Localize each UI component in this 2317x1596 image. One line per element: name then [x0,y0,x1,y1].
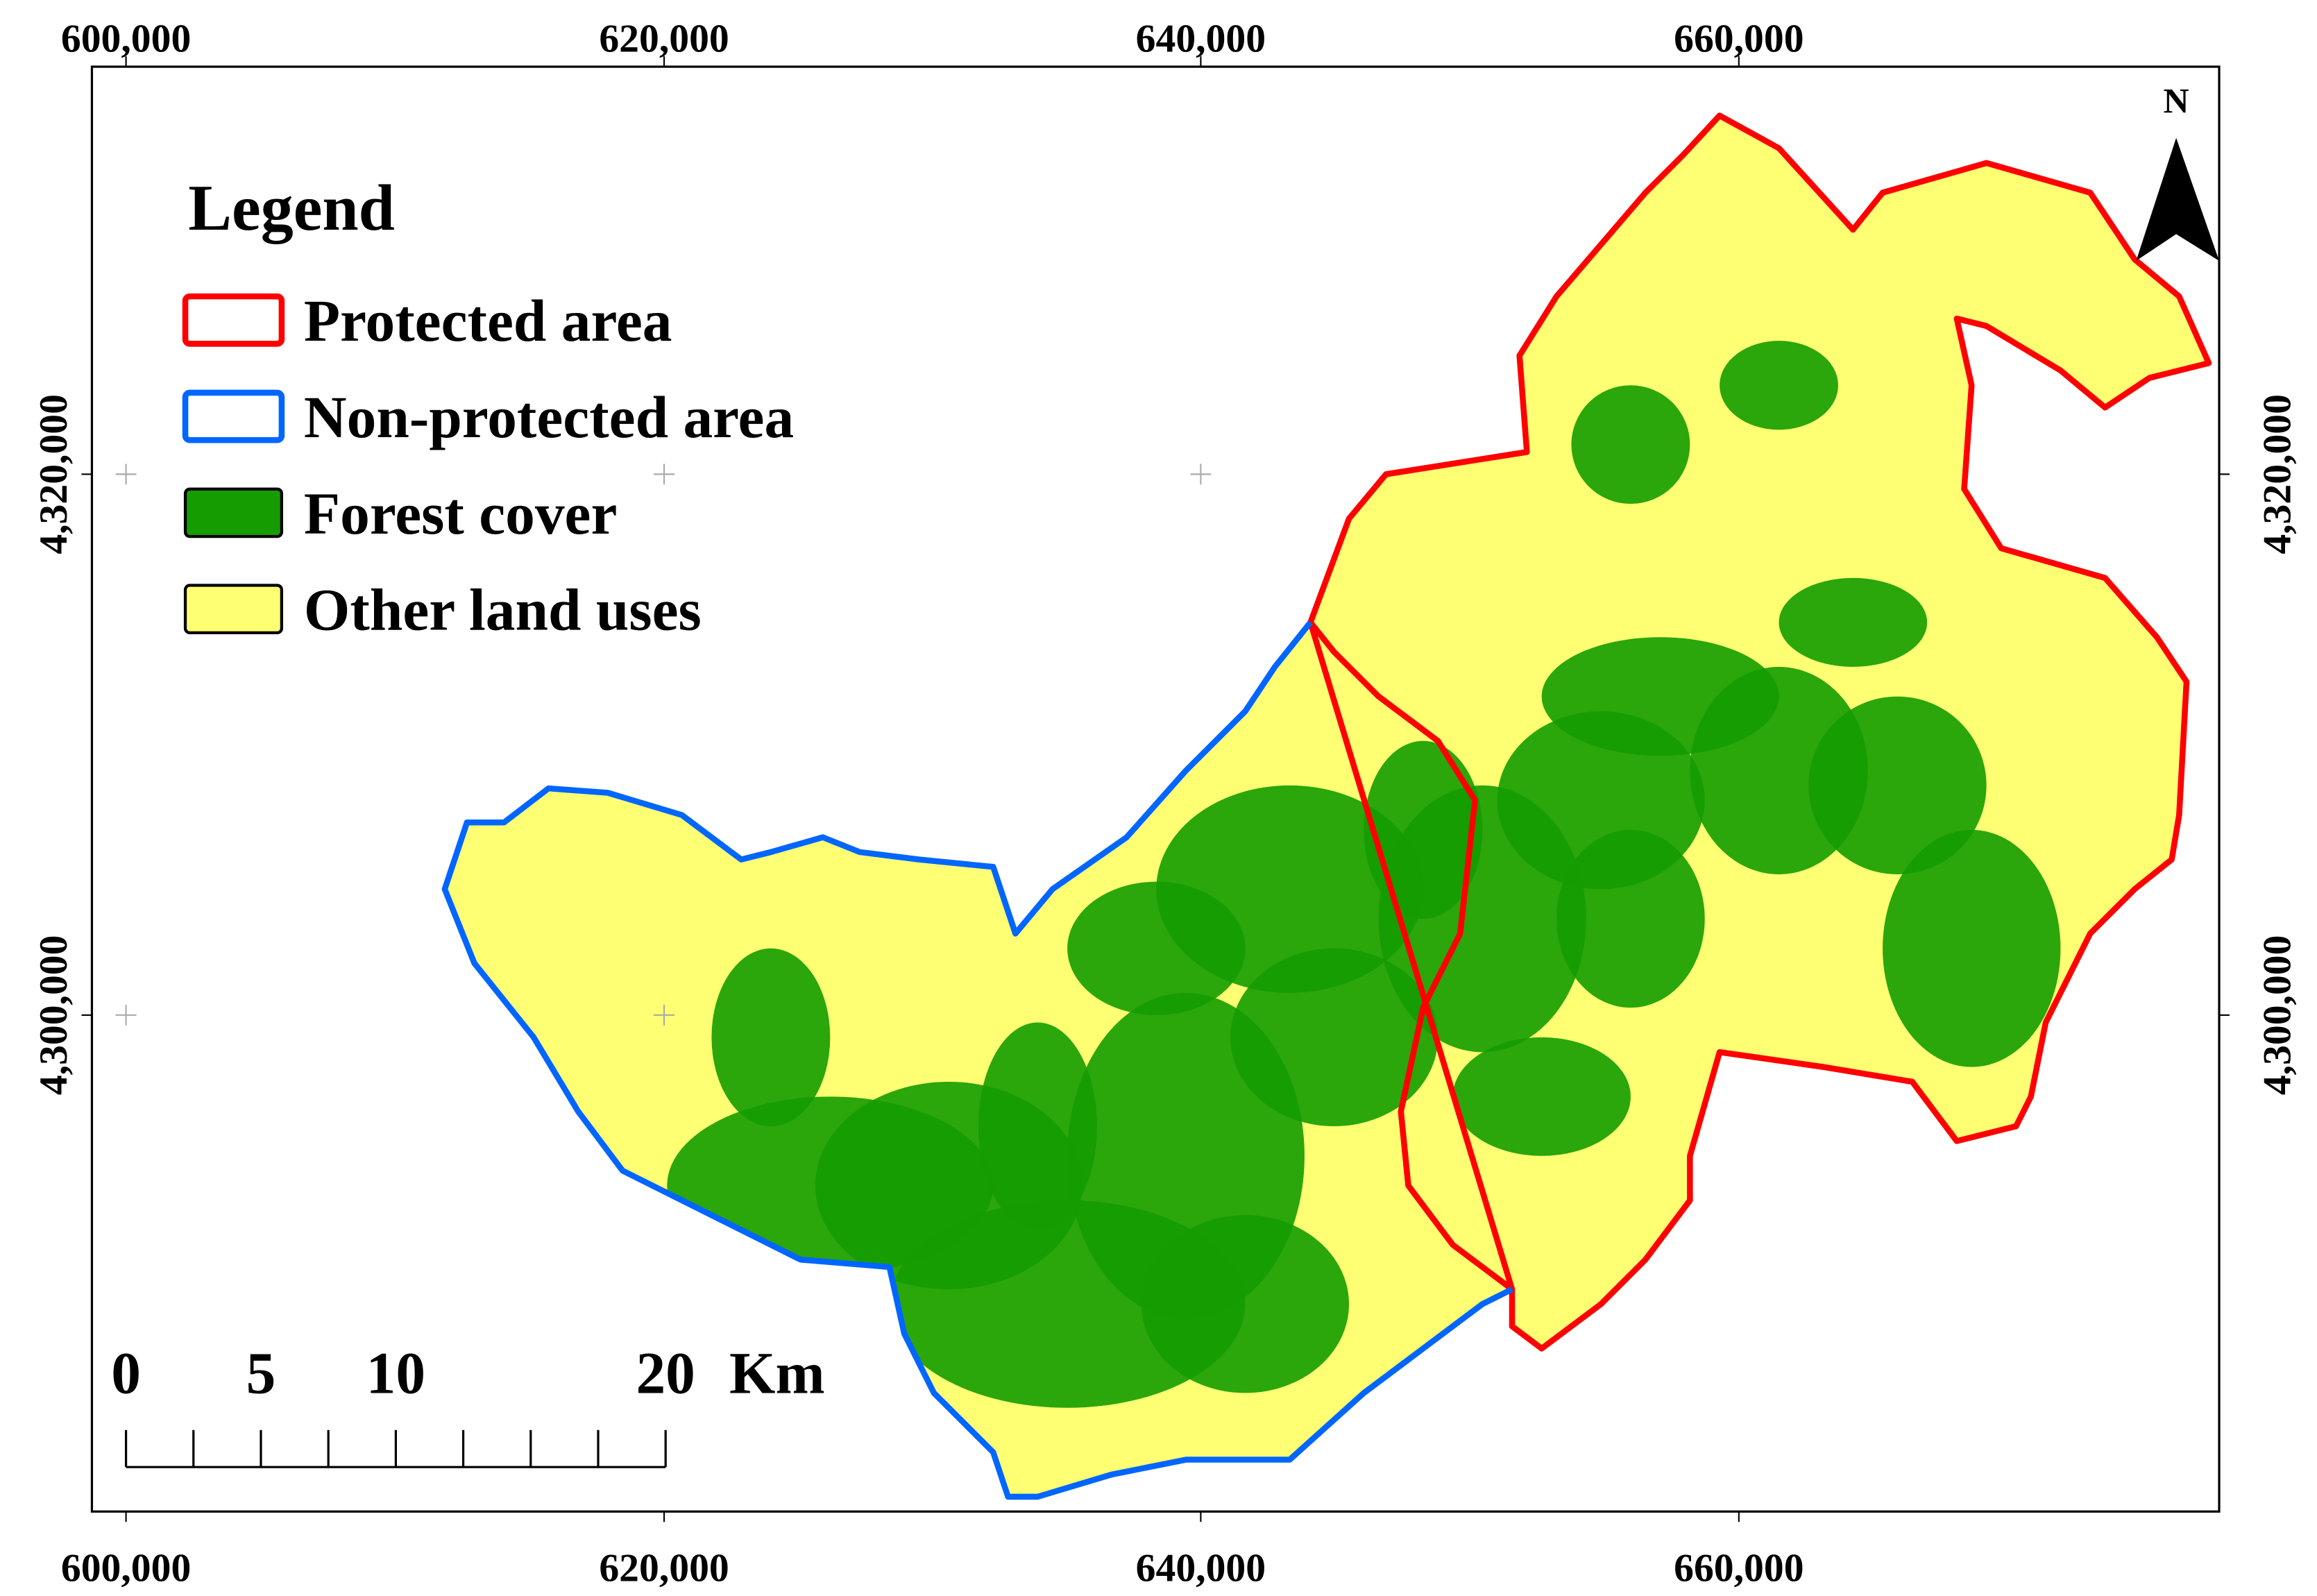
y-tick-label: 4,320,000 [2256,394,2300,554]
forest-patch [1230,948,1438,1127]
legend-label: Other land uses [304,578,702,643]
legend-label: Forest cover [304,482,617,547]
legend-swatch [183,584,284,635]
labels: 600,000 600,000 620,000 620,000 640,000 640,0… [32,17,2299,1590]
forest-patch [711,948,831,1127]
y-tick-label: 4,300,000 [32,935,76,1096]
legend-swatch [182,389,285,443]
non-protected-area-boundary [441,620,1513,1500]
legend-swatch [183,487,284,538]
forest-patch [1808,696,1987,874]
legend-title: Legend [188,172,395,244]
legend-swatch [182,293,285,347]
x-tick-label: 640,000 [1136,1547,1266,1590]
x-tick-label: 600,000 [61,17,191,61]
forest-patch [1067,881,1246,1015]
scale-label: 0 [111,1341,141,1406]
forest-patch [1141,1215,1350,1393]
forest-cover [667,341,2061,1408]
north-arrow [2136,137,2220,261]
legend-label: Non-protected area [304,385,794,450]
x-tick-label: 660,000 [1674,17,1803,61]
x-tick-label: 620,000 [599,17,729,61]
y-tick-label: 4,320,000 [32,394,76,554]
boundaries [441,112,2212,1500]
scale-label: 20 [636,1341,695,1406]
forest-patch [978,1022,1097,1230]
forest-patch [1364,740,1483,919]
north-label: N [2164,81,2189,121]
forest-patch [1779,577,1928,668]
protected-area-boundary [1307,112,2212,1352]
x-tick-label: 620,000 [599,1547,729,1590]
y-tick-label: 4,300,000 [2256,935,2300,1096]
x-tick-label: 600,000 [61,1547,191,1590]
x-tick-label: 660,000 [1674,1547,1803,1590]
forest-patch [1883,829,2061,1067]
x-tick-label: 640,000 [1136,17,1266,61]
scale-label: 5 [246,1341,276,1406]
forest-patch [1556,829,1705,1008]
forest-patch [1571,385,1690,504]
legend-label: Protected area [304,289,672,354]
scale-unit: Km [729,1341,825,1406]
land-cover [444,115,2209,1497]
forest-patch [1720,341,1838,430]
scale-label: 10 [366,1341,425,1406]
forest-patch [1452,1037,1631,1156]
